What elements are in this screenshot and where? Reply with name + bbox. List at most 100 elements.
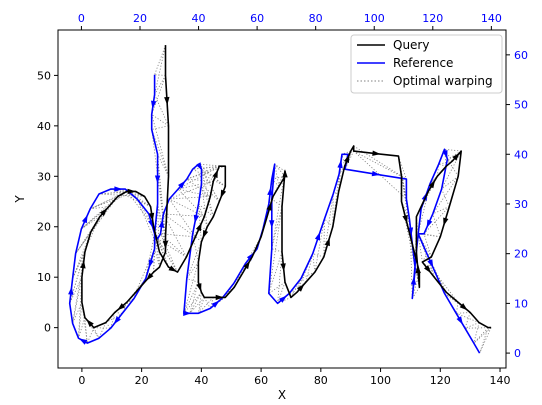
warping-link bbox=[401, 176, 413, 244]
warping-link bbox=[290, 278, 302, 298]
x-tick-label: 120 bbox=[430, 374, 451, 387]
warping-link bbox=[78, 317, 86, 339]
warping-link bbox=[105, 322, 112, 329]
warping-link bbox=[432, 213, 441, 237]
query-arrow bbox=[127, 188, 136, 195]
right-tick-label: 50 bbox=[514, 99, 528, 112]
query-arrow bbox=[243, 260, 250, 270]
warping-link bbox=[177, 188, 211, 197]
warping-link bbox=[417, 191, 429, 234]
warping-link bbox=[233, 256, 253, 284]
query-arrow bbox=[220, 189, 227, 199]
warping-link bbox=[151, 75, 166, 115]
right-tick-label: 60 bbox=[514, 49, 528, 62]
warping-link bbox=[456, 312, 480, 323]
legend-reference-label: Reference bbox=[393, 56, 453, 70]
query-arrow bbox=[146, 272, 154, 281]
query-arrow bbox=[324, 237, 330, 247]
y-tick-label: 20 bbox=[37, 221, 51, 234]
y-tick-label: 40 bbox=[37, 120, 51, 133]
warping-link bbox=[464, 327, 489, 329]
warping-link bbox=[154, 44, 166, 75]
warping-link bbox=[426, 253, 432, 258]
query-arrow bbox=[195, 222, 202, 232]
warping-link bbox=[163, 213, 196, 238]
y-tick-label: 0 bbox=[44, 322, 51, 335]
warping-link bbox=[455, 302, 459, 314]
query-arrow bbox=[372, 150, 381, 156]
warping-link bbox=[432, 206, 450, 215]
right-tick-label: 40 bbox=[514, 148, 528, 161]
warping-link bbox=[473, 322, 480, 344]
warping-link bbox=[135, 248, 155, 293]
warping-link bbox=[271, 171, 286, 200]
top-tick-label: 120 bbox=[422, 12, 443, 25]
top-tick-label: 60 bbox=[250, 12, 264, 25]
reference-arrow bbox=[183, 310, 192, 316]
warping-link bbox=[72, 231, 92, 279]
reference-arrow bbox=[427, 259, 434, 268]
warping-link bbox=[72, 277, 83, 324]
query-arrow bbox=[282, 169, 288, 178]
legend-query-label: Query bbox=[393, 38, 429, 52]
reference-arrow bbox=[267, 187, 273, 196]
query-arrow bbox=[428, 180, 436, 189]
query-arrow bbox=[215, 294, 224, 301]
warping-link bbox=[201, 169, 214, 217]
warping-link bbox=[69, 277, 83, 304]
top-tick-label: 0 bbox=[78, 12, 85, 25]
warping-link bbox=[105, 312, 123, 323]
warping-link bbox=[271, 175, 286, 180]
warping-link bbox=[456, 312, 471, 314]
warping-link bbox=[192, 233, 199, 263]
warping-link bbox=[163, 213, 187, 258]
warping-link bbox=[209, 297, 214, 309]
query-arrow bbox=[415, 265, 421, 274]
warping-link bbox=[154, 233, 166, 253]
legend: Query Reference Optimal warping bbox=[350, 34, 503, 94]
reference-arrow bbox=[158, 219, 165, 228]
warping-link bbox=[154, 74, 166, 76]
warping-link bbox=[198, 203, 202, 242]
warping-link bbox=[72, 302, 83, 324]
warping-link bbox=[441, 150, 462, 190]
query-arrow bbox=[402, 215, 408, 224]
warping-link bbox=[151, 129, 169, 177]
warping-link bbox=[277, 282, 286, 304]
top-tick-label: 140 bbox=[481, 12, 502, 25]
reference-arrow bbox=[442, 150, 448, 159]
warping-link bbox=[81, 196, 118, 230]
warping-link bbox=[90, 196, 118, 210]
warping-link bbox=[153, 248, 156, 273]
warping-link bbox=[410, 236, 413, 299]
warping-link bbox=[201, 184, 208, 227]
warping-link bbox=[435, 273, 459, 303]
reference-arrow bbox=[151, 100, 157, 109]
warping-link bbox=[144, 233, 156, 283]
warping-link bbox=[177, 188, 205, 217]
warping-link bbox=[186, 261, 199, 279]
reference-arrow bbox=[314, 232, 320, 241]
warping-link bbox=[186, 241, 202, 279]
query-arrow bbox=[459, 303, 468, 311]
warping-link bbox=[136, 198, 154, 227]
query-arrow bbox=[86, 319, 94, 328]
x-tick-label: 60 bbox=[254, 374, 268, 387]
reference-arrow bbox=[410, 276, 417, 285]
top-tick-label: 40 bbox=[192, 12, 206, 25]
reference-arrow bbox=[114, 186, 123, 192]
warping-link bbox=[201, 168, 220, 202]
warping-link bbox=[75, 216, 101, 254]
y-tick-label: 50 bbox=[37, 69, 51, 82]
warping-link bbox=[411, 287, 420, 299]
x-tick-label: 100 bbox=[370, 374, 391, 387]
warping-link bbox=[125, 188, 151, 207]
query-arrow bbox=[202, 230, 209, 239]
query-arrow bbox=[99, 208, 108, 217]
warping-link bbox=[154, 248, 160, 268]
query-arrow bbox=[443, 217, 449, 226]
top-tick-label: 20 bbox=[133, 12, 147, 25]
warping-link bbox=[192, 165, 226, 170]
reference-arrow bbox=[81, 214, 88, 224]
